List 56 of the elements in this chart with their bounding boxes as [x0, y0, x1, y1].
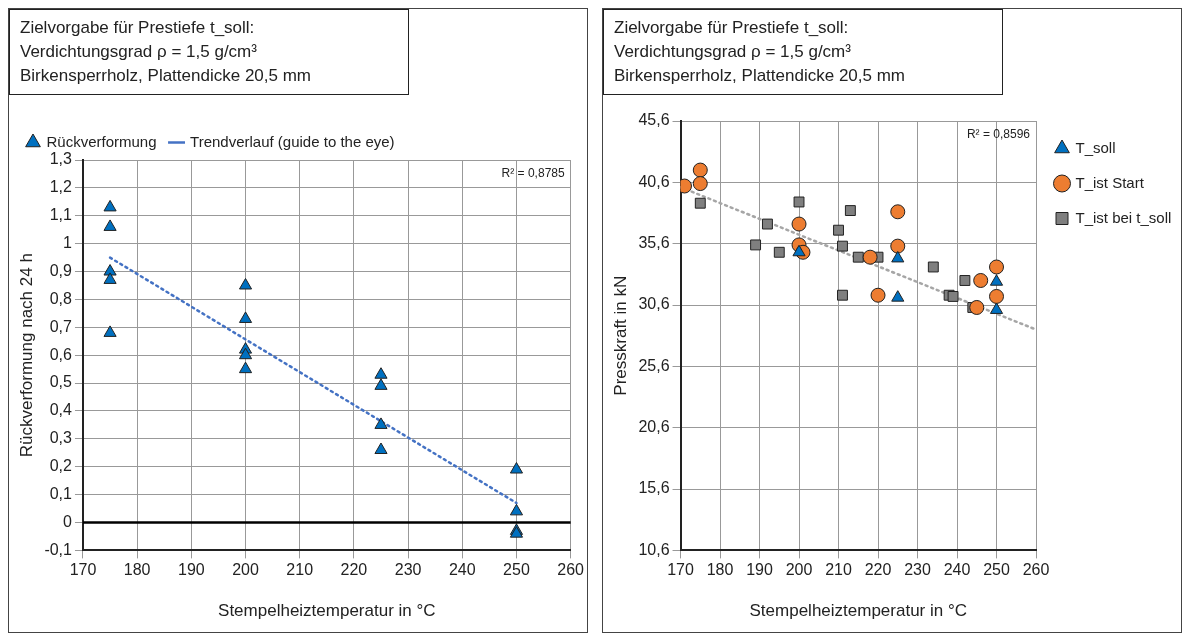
legend-label: T_ist bei t_soll [1075, 208, 1172, 226]
x-tick-label: 230 [904, 561, 931, 579]
legend-label: Trendverlauf (guide to the eye) [190, 132, 395, 150]
x-tick-label: 240 [448, 561, 476, 579]
legend-label: T_ist Start [1075, 173, 1145, 191]
x-tick-label: 210 [825, 561, 852, 579]
x-tick-label: 210 [286, 561, 314, 579]
y-tick-label: 0,3 [49, 429, 73, 447]
y-tick-label: 0,4 [49, 401, 73, 419]
x-tick-label: 260 [557, 561, 585, 579]
x-tick-label: 220 [864, 561, 892, 579]
y-tick-label: 0,8 [49, 289, 73, 307]
text: Zielvorgabe für Prestiefe t_soll: Verdichtungsgrad ρ = 1,5 g/cm³ Birkensperrholz, Plattendicke 20,5 mm [9, 9, 409, 95]
y-tick-label: 1,2 [49, 178, 73, 196]
x-tick-label: 200 [232, 561, 259, 579]
y-tick-label: 20,6 [638, 418, 670, 436]
x-tick-label: 180 [706, 561, 734, 579]
y-tick-label: 45,6 [638, 111, 670, 129]
y-tick-label: 0,6 [49, 345, 73, 363]
x-tick-label: 240 [943, 561, 971, 579]
y-tick-label: 30,6 [638, 295, 670, 313]
y-tick-label: 0 [63, 512, 73, 530]
y-tick-label: 0,5 [49, 373, 73, 391]
x-axis-title: Stempelheiztemperatur in °C [218, 601, 436, 621]
y-axis-title: Rückverformung nach 24 h [16, 253, 36, 458]
y-axis-title: Presskraft in kN [610, 275, 630, 396]
annotation: R² = 0,8785 [501, 166, 565, 181]
y-tick-label: 35,6 [638, 234, 670, 252]
y-tick-label: 0,9 [49, 261, 73, 279]
y-tick-label: 10,6 [638, 540, 670, 558]
y-tick-label: 25,6 [638, 356, 670, 374]
x-tick-label: 220 [340, 561, 368, 579]
x-tick-label: 190 [177, 561, 205, 579]
y-tick-label: 1,1 [49, 206, 73, 224]
x-tick-label: 260 [1022, 561, 1050, 579]
x-tick-label: 190 [746, 561, 773, 579]
y-tick-label: 15,6 [638, 479, 670, 497]
legend-label: T_soll [1075, 138, 1116, 156]
y-tick-label: 0,7 [49, 317, 73, 335]
y-tick-label: 0,1 [49, 485, 73, 503]
x-tick-label: 170 [667, 561, 694, 579]
x-tick-label: 250 [983, 561, 1010, 579]
y-tick-label: -0,1 [44, 540, 73, 558]
text: Zielvorgabe für Prestiefe t_soll: Verdichtungsgrad ρ = 1,5 g/cm³ Birkensperrholz, Plattendicke 20,5 mm [603, 9, 1003, 95]
y-tick-label: 40,6 [638, 172, 670, 190]
y-tick-label: 1 [63, 234, 73, 252]
x-tick-label: 250 [503, 561, 530, 579]
x-tick-label: 170 [69, 561, 97, 579]
legend-label: Rückverformung [46, 132, 157, 150]
x-tick-label: 200 [785, 561, 813, 579]
y-tick-label: 0,2 [49, 457, 73, 475]
y-tick-label: 1,3 [49, 150, 73, 168]
x-tick-label: 230 [394, 561, 422, 579]
x-tick-label: 180 [123, 561, 151, 579]
annotation: R² = 0,8596 [966, 127, 1031, 142]
x-axis-title: Stempelheiztemperatur in °C [749, 601, 968, 621]
